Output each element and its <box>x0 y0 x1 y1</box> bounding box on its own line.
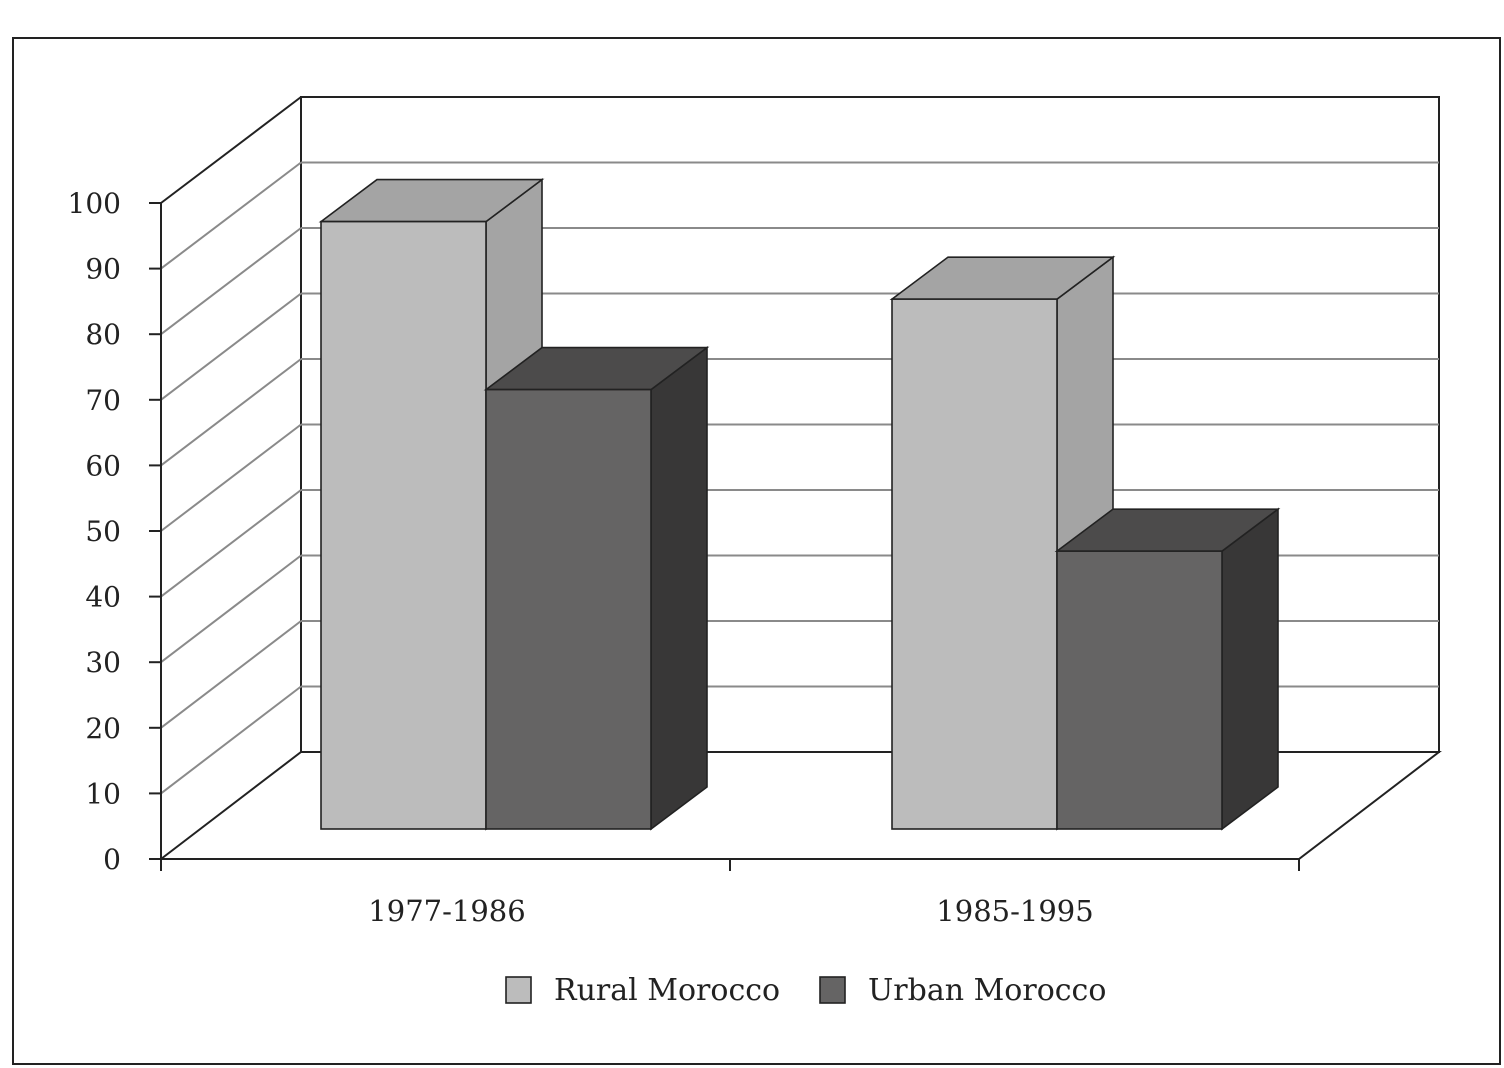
y-tick-label: 0 <box>103 843 121 876</box>
legend-label: Urban Morocco <box>868 973 1106 1008</box>
side-wall-top-edge <box>160 96 302 204</box>
bar-side-face <box>1221 507 1279 831</box>
y-tick-label: 60 <box>85 449 121 482</box>
bar-rural-1985-1995 <box>889 255 1116 831</box>
bar-front-face <box>485 388 652 830</box>
side-gridline <box>160 489 302 598</box>
x-category-label: 1977-1986 <box>368 894 525 928</box>
side-gridline <box>160 423 302 532</box>
legend-swatch <box>505 976 532 1004</box>
legend-item-rural: Rural Morocco <box>505 973 780 1008</box>
side-gridline <box>160 358 302 467</box>
y-tick-label: 30 <box>85 646 121 679</box>
side-gridline <box>160 292 302 401</box>
y-tick-label: 20 <box>85 712 121 745</box>
side-gridline <box>160 685 302 795</box>
legend: Rural Morocco Urban Morocco <box>505 973 1106 1008</box>
bar-urban-1985-1995 <box>1054 507 1281 831</box>
bar-front-face <box>320 220 487 830</box>
side-gridline <box>160 554 302 663</box>
side-gridline <box>160 227 302 335</box>
y-tick-label: 10 <box>85 777 121 810</box>
y-tick-label: 90 <box>85 253 121 286</box>
legend-swatch <box>819 976 846 1004</box>
side-gridline <box>160 620 302 729</box>
legend-item-urban: Urban Morocco <box>819 973 1106 1008</box>
x-axis-labels: 1977-1986 1985-1995 <box>368 894 1093 928</box>
y-tick-label: 100 <box>68 187 121 220</box>
bar-front-face <box>891 298 1058 830</box>
legend-label: Rural Morocco <box>554 973 780 1008</box>
y-tick-label: 50 <box>85 515 121 548</box>
bar-urban-1977-1986 <box>483 346 710 831</box>
y-tick-label: 80 <box>85 318 121 351</box>
bar-side-face <box>650 346 708 831</box>
x-category-label: 1985-1995 <box>936 894 1093 928</box>
y-tick-label: 40 <box>85 581 121 614</box>
y-axis-ticks: 0 10 20 30 40 50 60 70 80 90 100 <box>68 187 161 876</box>
bars <box>318 178 1281 831</box>
bar-front-face <box>1056 550 1223 830</box>
side-gridline <box>160 161 302 270</box>
y-tick-label: 70 <box>85 384 121 417</box>
